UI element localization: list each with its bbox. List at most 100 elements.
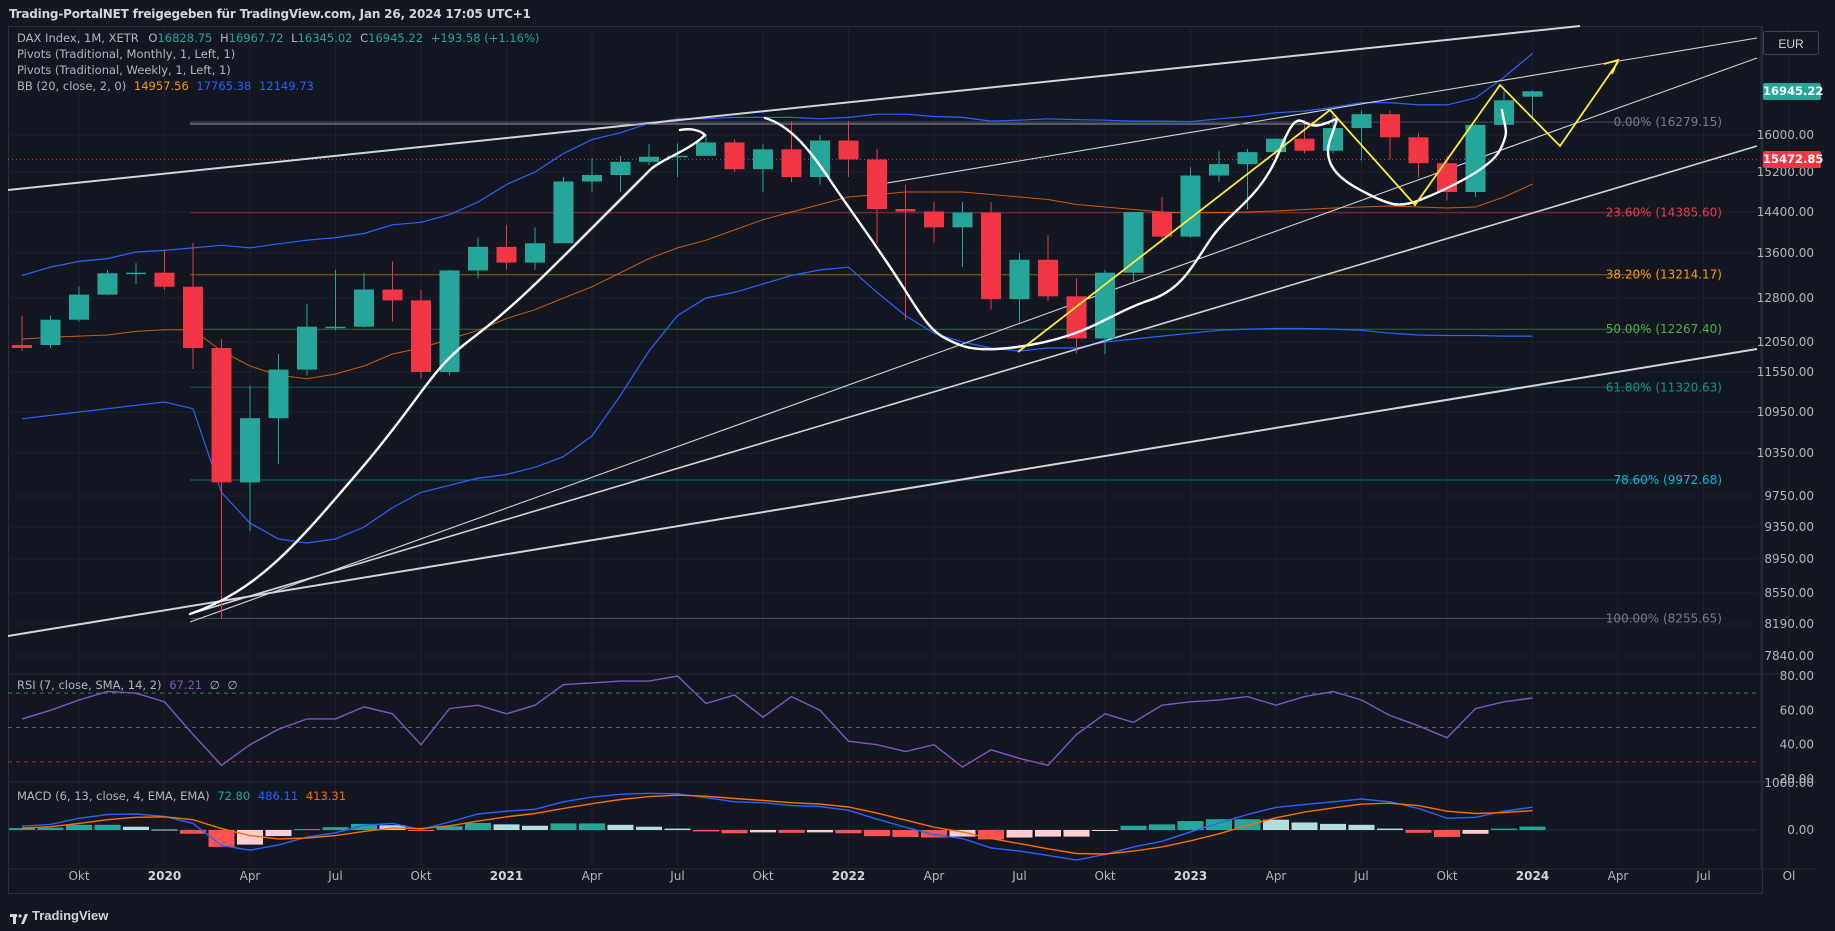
macd-histogram-bar <box>1006 830 1033 838</box>
macd-histogram-bar <box>835 830 862 834</box>
legend-symbol[interactable]: DAX Index, 1M, XETR <box>17 31 139 45</box>
macd-histogram-bar <box>1263 819 1289 830</box>
legend-change: +193.58 (+1.16%) <box>430 31 540 45</box>
macd-histogram-bar <box>1035 830 1061 837</box>
macd-histogram-bar <box>949 830 976 837</box>
candle-body <box>1209 164 1229 176</box>
hand-drawn-path <box>188 108 1508 616</box>
candle-body <box>1237 152 1258 165</box>
macd-histogram-bar <box>1377 828 1403 830</box>
macd-signal-line <box>21 794 1533 855</box>
marked-price-badge: 15472.85 <box>1763 151 1824 169</box>
candle-body <box>1038 259 1058 297</box>
candle-body <box>1351 114 1372 129</box>
time-axis-label: 2021 <box>490 869 523 883</box>
candle-body <box>1009 259 1030 300</box>
legend-macd-hist: 72.80 <box>217 789 251 803</box>
candle-body <box>1522 91 1543 97</box>
candle-body <box>696 142 716 156</box>
macd-histogram-bar <box>151 829 178 831</box>
macd-histogram-bar <box>9 828 35 830</box>
macd-histogram-bar <box>94 824 121 830</box>
macd-histogram-bar <box>1092 830 1118 831</box>
price-axis-label: 9750.00 <box>1764 489 1814 503</box>
candle-body <box>211 348 232 483</box>
price-axis-label: 10350.00 <box>1757 446 1814 460</box>
macd-histogram-bar <box>693 830 719 832</box>
trendline-from-2020-low <box>189 145 1758 615</box>
candle-body <box>1494 100 1514 125</box>
time-axis-label: Ol <box>1783 869 1796 883</box>
macd-histogram-bar <box>607 824 634 830</box>
rsi-axis-label: 60.00 <box>1780 703 1814 717</box>
macd-histogram-bar <box>750 830 776 833</box>
currency-button[interactable]: EUR <box>1763 31 1819 55</box>
legend-low-label: L <box>291 31 298 45</box>
macd-histogram-bar <box>1177 821 1204 830</box>
legend-open-value: 16828.75 <box>157 31 213 45</box>
price-axis-label: 12800.00 <box>1757 291 1814 305</box>
time-axis-label: Jul <box>1695 869 1710 883</box>
candle-body <box>1380 114 1400 138</box>
macd-histogram-bar <box>180 830 206 834</box>
time-axis-label: Okt <box>752 869 773 883</box>
candle-body <box>240 418 260 483</box>
macd-histogram-bar <box>123 826 149 830</box>
price-axis-label: 15200.00 <box>1757 165 1814 179</box>
legend-bb-basis: 14957.56 <box>133 79 189 93</box>
fib-level-label: 61.80% (11320.63) <box>1606 380 1722 394</box>
legend-rsi-value: 67.21 <box>169 678 203 692</box>
fib-level-label: 78.60% (9972.68) <box>1613 473 1722 487</box>
time-axis-label: Okt <box>68 869 89 883</box>
time-axis-label: 2024 <box>1516 869 1549 883</box>
legend-bb-upper: 17765.38 <box>196 79 252 93</box>
macd-histogram-bar <box>807 830 833 833</box>
macd-axis-label: 0.00 <box>1787 823 1814 837</box>
tradingview-logo[interactable]: TradingView <box>10 908 108 924</box>
chart-frame[interactable] <box>8 26 1763 894</box>
legend-high-value: 16967.72 <box>228 31 284 45</box>
macd-line <box>21 792 1533 861</box>
rsi-axis-label: 40.00 <box>1780 738 1814 752</box>
legend-rsi-row[interactable]: RSI (7, close, SMA, 14, 2) 67.21 ∅ ∅ <box>17 678 238 692</box>
legend-symbol-row: DAX Index, 1M, XETR O16828.75 H16967.72 … <box>17 31 543 45</box>
macd-histogram-bar <box>265 830 292 837</box>
legend-rsi-na-1: ∅ <box>209 678 220 692</box>
macd-histogram-bar <box>1063 830 1090 837</box>
macd-histogram-bar <box>1434 830 1460 838</box>
candle-body <box>924 211 944 228</box>
candle-body <box>610 161 631 175</box>
legend-pivots-monthly[interactable]: Pivots (Traditional, Monthly, 1, Left, 1… <box>17 47 236 61</box>
legend-high-label: H <box>219 31 229 45</box>
price-axis-label: 12050.00 <box>1757 335 1814 349</box>
macd-histogram-bar <box>892 830 919 838</box>
share-title: Trading-PortalNET freigegeben für Tradin… <box>9 7 531 21</box>
macd-histogram-bar <box>1462 830 1489 834</box>
candle-body <box>1123 212 1144 273</box>
legend-macd-row[interactable]: MACD (6, 13, close, 4, EMA, EMA) 72.80 4… <box>17 789 346 803</box>
candle-body <box>952 212 973 228</box>
legend-bb-row[interactable]: BB (20, close, 2, 0) 14957.56 17765.38 1… <box>17 79 314 93</box>
macd-histogram-bar <box>294 829 320 831</box>
time-axis-label: Jul <box>327 869 342 883</box>
projection-arrowhead <box>1603 58 1620 75</box>
price-axis-label: 14400.00 <box>1757 205 1814 219</box>
macd-histogram-bar <box>721 830 748 834</box>
time-axis-label: Apr <box>240 869 261 883</box>
candle-body <box>582 175 602 182</box>
macd-histogram-bar <box>978 830 1004 840</box>
last-price-badge: 16945.22 <box>1763 83 1824 101</box>
channel-lower-trendline <box>7 348 1758 637</box>
macd-histogram-bar <box>465 822 491 830</box>
legend-pivots-weekly[interactable]: Pivots (Traditional, Weekly, 1, Left, 1) <box>17 63 231 77</box>
legend-low-value: 16345.02 <box>297 31 353 45</box>
candles <box>12 90 1543 619</box>
price-axis-label: 7840.00 <box>1764 649 1814 663</box>
price-axis-label: 10950.00 <box>1757 405 1814 419</box>
macd-axis-label: 1000.00 <box>1764 776 1814 790</box>
bb-upper-line <box>21 52 1533 277</box>
candle-body <box>40 319 61 345</box>
fib-level-label: 0.00% (16279.15) <box>1613 115 1722 129</box>
candle-body <box>838 140 859 160</box>
